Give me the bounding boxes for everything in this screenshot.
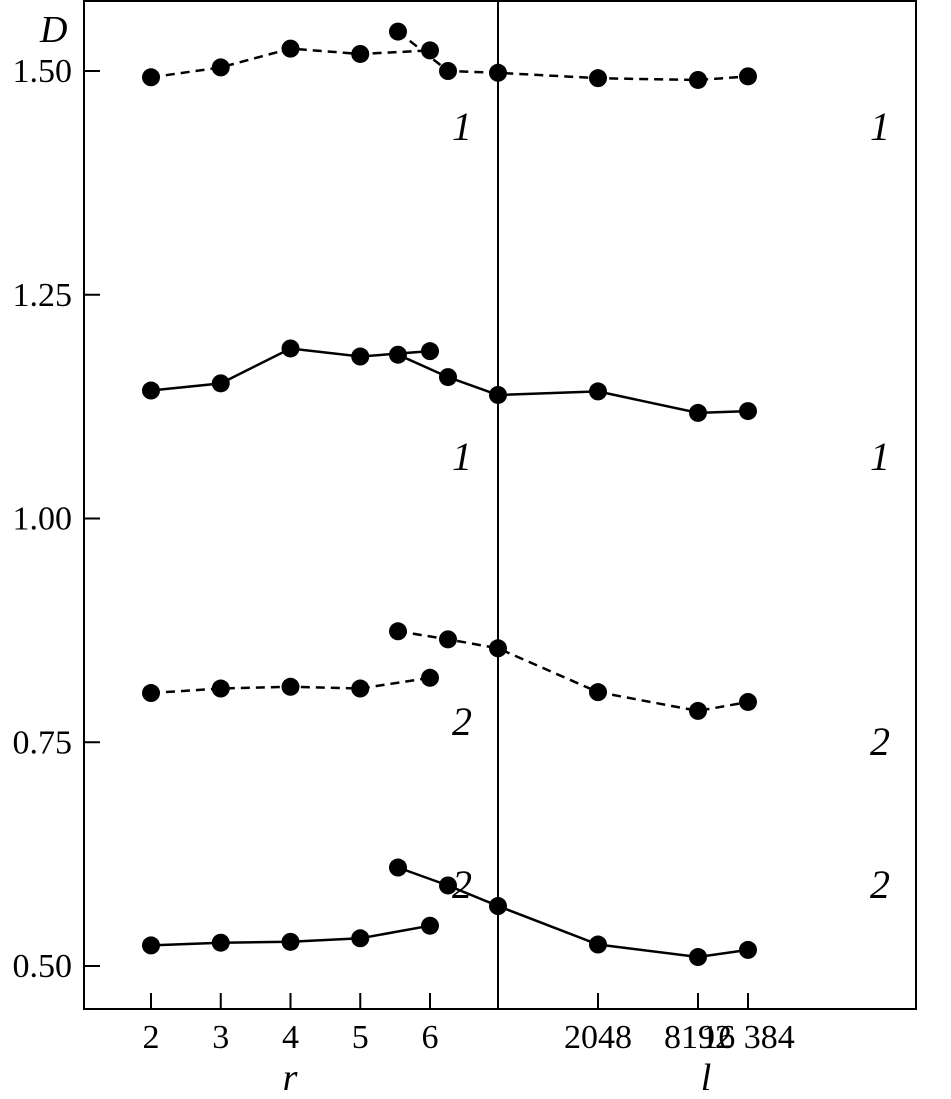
data-point [489,385,507,404]
data-point [489,63,507,82]
y-tick-label: 0.50 [13,948,73,985]
x-tick-label: 2048 [564,1019,632,1056]
curve-label: 1 [452,434,472,479]
data-point [589,683,607,702]
y-tick-label: 0.75 [13,724,73,761]
data-point [439,876,457,895]
y-axis-title: D [39,9,67,51]
curve-label: 2 [870,862,890,907]
data-point [351,347,370,366]
data-point [421,916,439,935]
curve-label: 2 [870,719,890,764]
curve-label: 2 [452,699,472,744]
data-point [281,677,300,696]
x-axis-title-right: l [701,1057,712,1099]
data-point [739,692,757,711]
data-point [689,701,707,720]
y-tick-label: 1.25 [13,277,73,314]
plot-frame [83,0,917,1010]
data-point [389,345,407,364]
data-point [351,929,370,948]
data-point [421,668,439,687]
x-tick-label: 2 [143,1019,160,1056]
data-point [421,41,439,60]
data-point [489,639,507,658]
data-point [351,679,370,698]
curve-label: 1 [870,104,890,149]
y-tick-label: 1.50 [13,53,73,90]
data-point [351,44,370,63]
data-point [689,948,707,967]
curve-label: 2 [452,862,472,907]
x-tick-label: 8192 [664,1019,732,1056]
data-point [211,374,230,393]
data-point [211,933,230,952]
data-point [421,342,439,361]
x-tick-label: 16 384 [701,1019,795,1056]
data-point [489,897,507,916]
data-point [689,70,707,89]
x-tick-label: 3 [212,1019,229,1056]
data-point [389,858,407,877]
x-tick-label: 5 [352,1019,369,1056]
data-point [142,68,160,87]
data-point [142,684,160,703]
data-point [211,679,230,698]
data-point [439,62,457,80]
data-point [439,368,457,387]
x-axis-title-left: r [283,1057,298,1099]
x-tick-label: 4 [282,1019,299,1056]
curve-label: 1 [870,434,890,479]
data-point [142,381,160,400]
x-tick-label: 6 [422,1019,439,1056]
data-point [739,940,757,959]
data-point [689,403,707,422]
data-point [281,339,300,358]
data-point [739,402,757,421]
y-tick-label: 1.00 [13,501,73,538]
data-point [389,622,407,641]
data-point [142,936,160,955]
data-point [281,932,300,951]
data-point [281,39,300,58]
data-point [389,22,407,41]
data-point [589,69,607,88]
data-point [211,58,230,77]
data-point [439,630,457,649]
curve-label: 1 [452,104,472,149]
data-point [739,67,757,86]
data-point [589,935,607,954]
data-point [589,382,607,401]
